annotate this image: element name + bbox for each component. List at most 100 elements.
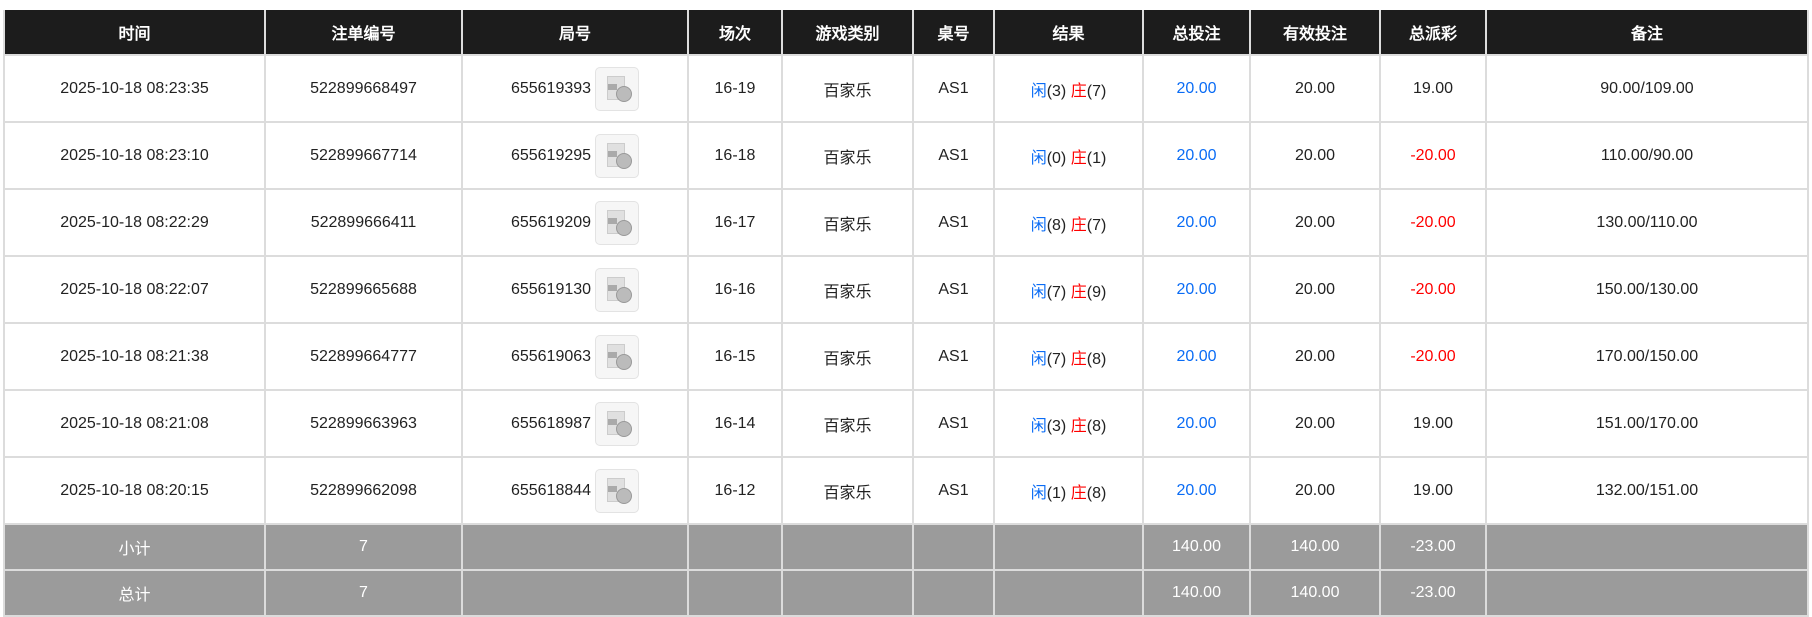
banker-points: (7) (1086, 216, 1107, 234)
table-row: 2025-10-18 08:21:08 522899663963 655618987… (3, 389, 1809, 458)
shoe-cell: 16-15 (687, 322, 783, 391)
empty-cell (993, 569, 1144, 617)
banker-points: (8) (1086, 350, 1107, 368)
result-cell: 闲(7) 庄(8) (993, 322, 1144, 391)
round-cell: 655618987 (461, 389, 689, 458)
note-cell: 151.00/170.00 (1485, 389, 1809, 458)
shoe-cell: 16-16 (687, 255, 783, 324)
player-label: 闲 (1030, 484, 1047, 502)
total-bet-cell: 20.00 (1142, 322, 1251, 391)
video-replay-icon[interactable] (595, 468, 640, 513)
table-no-cell: AS1 (912, 389, 995, 458)
banker-points: (8) (1086, 484, 1107, 502)
time-cell: 2025-10-18 08:23:10 (3, 121, 266, 190)
total-count: 7 (264, 569, 463, 617)
note-cell: 132.00/151.00 (1485, 456, 1809, 525)
player-points: (0) (1046, 149, 1067, 167)
header-shoe: 场次 (687, 10, 783, 56)
round-number: 655619063 (510, 347, 592, 365)
round-cell: 655619130 (461, 255, 689, 324)
total-row: 总计 7 140.00 140.00 -23.00 (3, 569, 1809, 617)
valid-bet-cell: 20.00 (1249, 389, 1381, 458)
video-replay-icon[interactable] (595, 66, 640, 111)
table-no-cell: AS1 (912, 188, 995, 257)
header-result: 结果 (993, 10, 1144, 56)
banker-label: 庄 (1070, 216, 1087, 234)
bet-id-cell: 522899662098 (264, 456, 463, 525)
table-no-cell: AS1 (912, 456, 995, 525)
empty-cell (993, 523, 1144, 571)
round-number: 655619393 (510, 79, 592, 97)
bet-id-cell: 522899666411 (264, 188, 463, 257)
table-row: 2025-10-18 08:23:10 522899667714 655619295… (3, 121, 1809, 190)
game-type-cell: 百家乐 (781, 456, 914, 525)
table-no-cell: AS1 (912, 121, 995, 190)
table-row: 2025-10-18 08:23:35 522899668497 655619393… (3, 54, 1809, 123)
round-number: 655619295 (510, 146, 592, 164)
round-cell: 655618844 (461, 456, 689, 525)
banker-points: (8) (1086, 417, 1107, 435)
video-replay-icon[interactable] (595, 401, 640, 446)
time-cell: 2025-10-18 08:21:08 (3, 389, 266, 458)
table-no-cell: AS1 (912, 54, 995, 123)
shoe-cell: 16-14 (687, 389, 783, 458)
banker-label: 庄 (1070, 82, 1087, 100)
bet-id-cell: 522899664777 (264, 322, 463, 391)
header-game-type: 游戏类别 (781, 10, 914, 56)
game-type-cell: 百家乐 (781, 121, 914, 190)
shoe-cell: 16-17 (687, 188, 783, 257)
video-replay-icon[interactable] (595, 267, 640, 312)
shoe-cell: 16-19 (687, 54, 783, 123)
empty-cell (687, 523, 783, 571)
player-label: 闲 (1030, 283, 1047, 301)
player-label: 闲 (1030, 216, 1047, 234)
valid-bet-cell: 20.00 (1249, 54, 1381, 123)
note-cell: 150.00/130.00 (1485, 255, 1809, 324)
note-cell: 170.00/150.00 (1485, 322, 1809, 391)
round-cell: 655619393 (461, 54, 689, 123)
valid-bet-cell: 20.00 (1249, 456, 1381, 525)
time-cell: 2025-10-18 08:20:15 (3, 456, 266, 525)
empty-cell (1485, 523, 1809, 571)
total-total-bet: 140.00 (1142, 569, 1251, 617)
player-label: 闲 (1030, 417, 1047, 435)
video-replay-icon[interactable] (595, 334, 640, 379)
video-replay-icon[interactable] (595, 133, 640, 178)
total-bet-cell: 20.00 (1142, 255, 1251, 324)
round-cell: 655619209 (461, 188, 689, 257)
bet-id-cell: 522899667714 (264, 121, 463, 190)
empty-cell (461, 569, 689, 617)
round-number: 655619209 (510, 213, 592, 231)
game-type-cell: 百家乐 (781, 322, 914, 391)
banker-points: (9) (1086, 283, 1107, 301)
payout-cell: -20.00 (1379, 188, 1487, 257)
table-row: 2025-10-18 08:20:15 522899662098 655618844… (3, 456, 1809, 525)
player-points: (3) (1046, 82, 1067, 100)
game-type-cell: 百家乐 (781, 255, 914, 324)
subtotal-count: 7 (264, 523, 463, 571)
header-total-bet: 总投注 (1142, 10, 1251, 56)
payout-cell: -20.00 (1379, 121, 1487, 190)
banker-label: 庄 (1070, 417, 1087, 435)
total-payout: -23.00 (1379, 569, 1487, 617)
note-cell: 110.00/90.00 (1485, 121, 1809, 190)
result-cell: 闲(1) 庄(8) (993, 456, 1144, 525)
table-no-cell: AS1 (912, 322, 995, 391)
payout-cell: 19.00 (1379, 54, 1487, 123)
round-cell: 655619063 (461, 322, 689, 391)
empty-cell (461, 523, 689, 571)
banker-label: 庄 (1070, 484, 1087, 502)
banker-label: 庄 (1070, 149, 1087, 167)
subtotal-valid-bet: 140.00 (1249, 523, 1381, 571)
shoe-cell: 16-12 (687, 456, 783, 525)
result-cell: 闲(7) 庄(9) (993, 255, 1144, 324)
shoe-cell: 16-18 (687, 121, 783, 190)
banker-label: 庄 (1070, 283, 1087, 301)
round-cell: 655619295 (461, 121, 689, 190)
bet-id-cell: 522899663963 (264, 389, 463, 458)
game-type-cell: 百家乐 (781, 389, 914, 458)
header-note: 备注 (1485, 10, 1809, 56)
payout-cell: -20.00 (1379, 322, 1487, 391)
empty-cell (687, 569, 783, 617)
video-replay-icon[interactable] (595, 200, 640, 245)
